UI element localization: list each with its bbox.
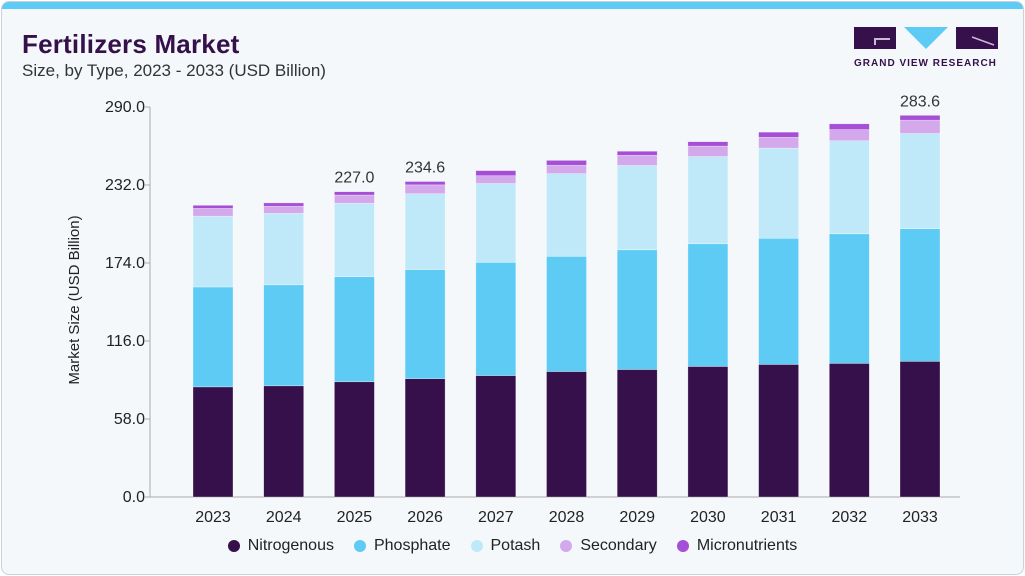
bar-segment-potash <box>263 213 305 286</box>
bar-segment-secondary <box>616 154 658 166</box>
grand-view-research-logo <box>854 27 998 49</box>
data-label: 283.6 <box>900 93 940 110</box>
bar-segment-potash <box>758 147 799 239</box>
bar-segment-secondary <box>758 136 799 149</box>
bar-segment-phosphate <box>475 262 517 376</box>
data-label: 234.6 <box>405 160 445 177</box>
legend-label: Micronutrients <box>696 537 798 554</box>
bar-segment-nitrogenous <box>546 371 587 498</box>
bar-segment-secondary <box>334 194 375 204</box>
bar-segment-nitrogenous <box>475 375 517 498</box>
legend-swatch <box>560 540 573 552</box>
bar-segment-micronutrients <box>758 131 799 138</box>
bar-segment-micronutrients <box>334 191 375 196</box>
x-tick-label: 2025 <box>337 509 373 526</box>
bar-segment-micronutrients <box>687 141 729 147</box>
accent-bar <box>2 2 1023 9</box>
y-tick-label: 116.0 <box>106 333 145 350</box>
x-tick-label: 2031 <box>761 509 797 526</box>
y-tick-label: 0.0 <box>123 489 145 506</box>
x-tick-label: 2030 <box>690 509 726 526</box>
bar-segment-potash <box>404 193 446 270</box>
bar-segment-phosphate <box>616 249 658 370</box>
data-label: 227.0 <box>334 170 374 187</box>
bar-segment-nitrogenous <box>616 369 658 498</box>
bar-segment-secondary <box>899 119 941 134</box>
chart-subtitle: Size, by Type, 2023 - 2033 (USD Billion) <box>22 61 326 80</box>
legend-item-nitrogenous: Nitrogenous <box>227 537 334 555</box>
legend-label: Secondary <box>580 537 657 554</box>
y-tick-label: 290.0 <box>105 99 145 116</box>
bar-segment-micronutrients <box>404 181 446 186</box>
legend-swatch <box>353 540 366 552</box>
bar-segment-nitrogenous <box>334 381 375 498</box>
y-tick-label: 174.0 <box>105 255 145 272</box>
bar-segment-micronutrients <box>475 170 517 177</box>
legend-item-potash: Potash <box>470 537 541 555</box>
legend-item-phosphate: Phosphate <box>353 537 451 555</box>
bar-segment-potash <box>475 183 517 263</box>
chart-title: Fertilizers Market <box>22 29 240 59</box>
bar-segment-secondary <box>263 205 305 214</box>
bar-segment-nitrogenous <box>687 366 729 498</box>
bar-segment-phosphate <box>334 276 375 383</box>
bar-segment-nitrogenous <box>828 363 870 498</box>
logo-text: GRAND VIEW RESEARCH <box>854 58 997 69</box>
y-axis-title: Market Size (USD Billion) <box>66 215 83 384</box>
legend: Nitrogenous Phosphate Potash Secondary Micro… <box>0 537 1025 555</box>
bar-segment-potash <box>192 215 234 288</box>
bar-segment-phosphate <box>687 243 729 367</box>
legend-item-secondary: Secondary <box>560 537 657 555</box>
bar-segment-secondary <box>828 129 870 142</box>
bar-segment-nitrogenous <box>899 361 941 498</box>
y-tick-label: 58.0 <box>114 411 145 428</box>
bar-segment-potash <box>828 140 870 235</box>
bar-segment-micronutrients <box>899 115 941 121</box>
bar-segment-phosphate <box>404 269 446 379</box>
legend-label: Phosphate <box>373 537 451 554</box>
bar-segment-phosphate <box>546 255 587 372</box>
y-tick-label: 232.0 <box>105 177 145 194</box>
x-tick-label: 2023 <box>195 509 231 526</box>
bar-segment-secondary <box>546 164 587 175</box>
bar-segment-nitrogenous <box>758 364 799 498</box>
bar-segment-secondary <box>475 175 517 184</box>
bar-segment-secondary <box>687 145 729 157</box>
bar-segment-phosphate <box>899 228 941 362</box>
bar-segment-nitrogenous <box>404 378 446 498</box>
bar-segment-potash <box>334 202 375 278</box>
bar-segment-phosphate <box>192 286 234 388</box>
x-tick-label: 2026 <box>407 509 443 526</box>
bar-segment-micronutrients <box>828 123 870 130</box>
bar-segment-nitrogenous <box>192 386 234 498</box>
bar-segment-phosphate <box>758 237 799 365</box>
bar-segment-phosphate <box>828 233 870 364</box>
x-tick-label: 2033 <box>902 509 938 526</box>
bar-segment-potash <box>546 173 587 257</box>
legend-swatch <box>227 540 240 552</box>
x-tick-label: 2032 <box>832 509 868 526</box>
bar-segment-potash <box>616 165 658 251</box>
x-tick-label: 2028 <box>549 509 585 526</box>
bar-segment-micronutrients <box>616 150 658 156</box>
bar-segment-micronutrients <box>546 160 587 166</box>
bar-segment-secondary <box>192 208 234 217</box>
legend-swatch <box>470 540 483 552</box>
bar-segment-micronutrients <box>192 205 234 209</box>
legend-item-micronutrients: Micronutrients <box>676 537 798 555</box>
bar-segment-phosphate <box>263 284 305 387</box>
legend-swatch <box>676 540 689 552</box>
x-tick-label: 2029 <box>619 509 655 526</box>
x-tick-label: 2027 <box>478 509 514 526</box>
bar-segment-potash <box>899 133 941 230</box>
bar-segment-nitrogenous <box>263 385 305 498</box>
legend-label: Nitrogenous <box>247 537 334 554</box>
x-tick-label: 2024 <box>266 509 302 526</box>
bar-segment-micronutrients <box>263 202 305 207</box>
bar-segment-secondary <box>404 184 446 195</box>
legend-label: Potash <box>490 537 541 554</box>
bar-segment-potash <box>687 156 729 245</box>
